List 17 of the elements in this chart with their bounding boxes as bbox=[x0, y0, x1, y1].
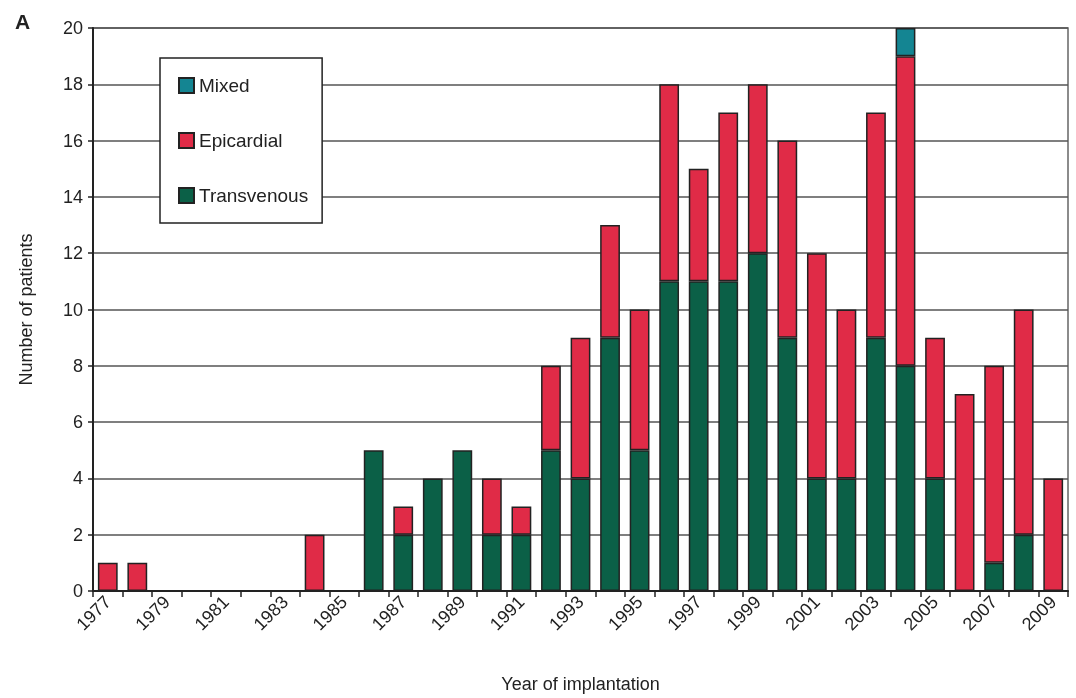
y-tick-label: 20 bbox=[62, 18, 83, 38]
chart-title: A bbox=[15, 10, 31, 33]
y-tick-label: 0 bbox=[72, 581, 83, 601]
y-tick-label: 6 bbox=[72, 412, 83, 433]
legend-label: Transvenous bbox=[199, 185, 309, 206]
y-tick-label: 12 bbox=[62, 243, 83, 264]
x-axis-title: Year of implantation bbox=[501, 674, 660, 694]
y-tick-label: 8 bbox=[72, 355, 83, 376]
y-axis-title: Number of patients bbox=[16, 233, 36, 386]
legend-label: Mixed bbox=[199, 75, 250, 96]
y-tick-label: 4 bbox=[72, 468, 83, 489]
y-tick-label: 10 bbox=[62, 299, 83, 320]
y-tick-label: 14 bbox=[62, 186, 83, 207]
y-tick-label: 2 bbox=[72, 524, 83, 545]
legend-label: Epicardial bbox=[199, 130, 283, 151]
y-tick-label: 18 bbox=[62, 74, 83, 95]
y-tick-label: 16 bbox=[62, 130, 83, 151]
